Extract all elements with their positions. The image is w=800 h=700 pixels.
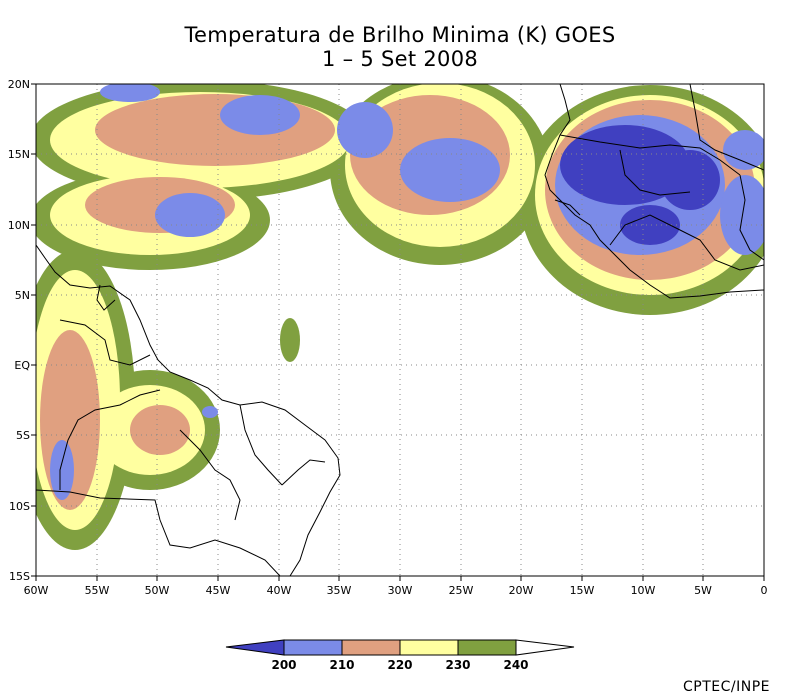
lon-label: 5W: [694, 584, 712, 597]
temperature-field: [36, 84, 764, 550]
credit-label: CPTEC/INPE: [683, 679, 770, 695]
lon-label: 30W: [388, 584, 413, 597]
colorbar-label: 230: [445, 658, 470, 672]
lon-label: 50W: [145, 584, 170, 597]
lat-label: 15S: [9, 570, 30, 583]
lon-label: 10W: [631, 584, 656, 597]
lon-label: 60W: [24, 584, 49, 597]
lat-label: 15N: [8, 148, 30, 161]
lat-label: EQ: [14, 359, 30, 372]
map-subtitle-period: 1 – 5 Set 2008: [321, 47, 479, 71]
axis-ticks: [31, 83, 765, 581]
colorbar-swatch: [283, 639, 343, 656]
map-title: Temperatura de Brilho Minima (K) GOES: [184, 23, 616, 47]
lon-label: 25W: [449, 584, 474, 597]
colorbar-label: 240: [503, 658, 528, 672]
lon-label: 35W: [327, 584, 352, 597]
longitude-labels: 60W 55W 50W 45W 40W 35W 30W 25W 20W 15W …: [24, 584, 768, 597]
lon-label: 40W: [267, 584, 292, 597]
colorbar-swatch: [341, 639, 401, 656]
coastlines: [36, 84, 764, 576]
colorbar-low-arrow: [225, 639, 285, 656]
lat-label: 20N: [8, 78, 30, 91]
field-200-region: [560, 125, 720, 245]
lon-label: 45W: [206, 584, 231, 597]
colorbar-swatch: [399, 639, 459, 656]
lon-label: 15W: [570, 584, 595, 597]
lat-label: 10S: [9, 500, 30, 513]
colorbar: 200 210 220 230 240: [225, 639, 575, 672]
lon-label: 0: [761, 584, 768, 597]
lon-label: 20W: [509, 584, 534, 597]
colorbar-label: 220: [387, 658, 412, 672]
lat-label: 5N: [15, 289, 30, 302]
colorbar-high-arrow: [515, 639, 575, 656]
latitude-labels: 20N 15N 10N 5N EQ 5S 10S 15S: [8, 78, 31, 583]
lon-label: 55W: [85, 584, 110, 597]
colorbar-swatch: [457, 639, 517, 656]
colorbar-label: 200: [271, 658, 296, 672]
colorbar-label: 210: [329, 658, 354, 672]
gridlines: [36, 84, 764, 576]
lat-label: 10N: [8, 219, 30, 232]
lat-label: 5S: [16, 429, 30, 442]
